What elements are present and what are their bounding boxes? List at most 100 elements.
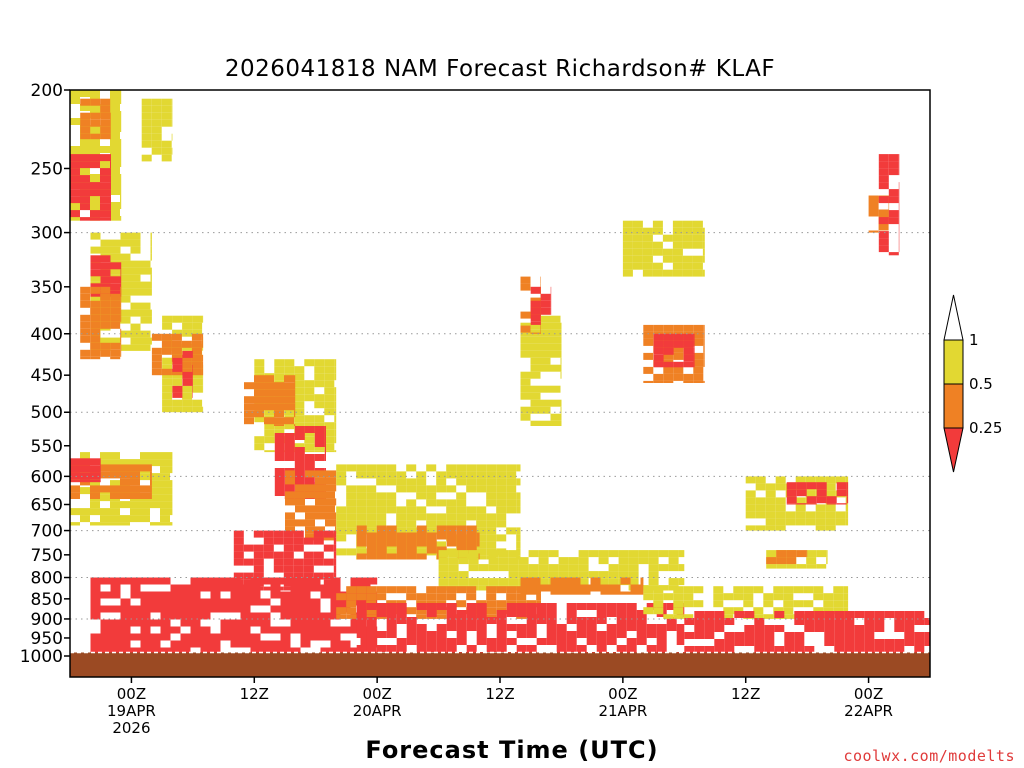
- ri-cell: [333, 537, 337, 545]
- ri-cell: [530, 332, 541, 334]
- ri-region: [786, 482, 849, 505]
- ri-cell: [825, 525, 836, 531]
- ri-cell: [264, 450, 275, 453]
- ri-cell: [180, 591, 191, 599]
- ri-cell: [476, 610, 487, 617]
- ri-cell: [120, 626, 131, 634]
- ri-cell: [376, 464, 387, 472]
- ri-cell: [596, 610, 607, 617]
- ri-cell: [90, 321, 101, 329]
- ri-cell: [90, 182, 100, 190]
- ri-cell: [632, 234, 643, 242]
- ri-cell: [110, 154, 111, 162]
- ri-cell: [334, 408, 337, 416]
- ri-cell: [110, 290, 121, 297]
- ri-cell: [764, 625, 775, 632]
- ri-cell: [141, 105, 152, 113]
- ri-cell: [284, 440, 295, 447]
- ri-cell: [703, 359, 705, 367]
- ri-cell: [314, 394, 325, 402]
- ri-cell: [550, 286, 552, 294]
- ri-cell: [100, 269, 111, 277]
- ri-cell: [653, 333, 664, 341]
- ri-cell: [90, 274, 101, 282]
- ri-cell: [151, 140, 162, 148]
- ri-cell: [250, 633, 261, 641]
- ri-cell: [314, 450, 325, 453]
- ri-cell: [598, 557, 609, 565]
- ri-cell: [150, 316, 152, 324]
- ri-cell: [110, 239, 121, 247]
- ri-cell: [406, 593, 417, 601]
- ri-cell: [703, 352, 705, 360]
- ri-cell: [324, 380, 335, 388]
- ri-cell: [150, 647, 161, 655]
- ri-cell: [330, 605, 341, 613]
- ri-cell: [325, 498, 335, 506]
- ri-cell: [733, 586, 744, 594]
- ri-cell: [192, 392, 193, 398]
- ri-cell: [516, 478, 521, 486]
- ri-cell: [100, 203, 110, 211]
- ri-cell: [578, 550, 589, 558]
- ri-cell: [540, 343, 551, 351]
- ri-cell: [506, 478, 517, 486]
- ri-cell: [320, 633, 331, 641]
- ri-cell: [643, 331, 654, 339]
- ri-cell: [70, 492, 80, 499]
- ri-cell: [100, 515, 110, 523]
- ri-cell: [436, 624, 447, 631]
- ri-cell: [130, 344, 141, 351]
- ri-cell: [824, 639, 835, 646]
- y-tick-label: 350: [31, 278, 63, 298]
- ri-cell: [652, 269, 663, 277]
- ri-cell: [90, 217, 100, 221]
- ri-cell: [90, 161, 100, 169]
- ri-cell: [560, 577, 571, 585]
- ri-cell: [80, 508, 90, 516]
- ri-cell: [673, 366, 684, 374]
- ri-cell: [274, 454, 285, 461]
- ri-cell: [300, 612, 311, 620]
- ri-cell: [200, 598, 211, 606]
- ri-cell: [356, 464, 367, 472]
- ri-cell: [295, 498, 305, 506]
- ri-cell: [775, 497, 786, 505]
- ri-cell: [743, 600, 754, 608]
- ri-cell: [426, 492, 437, 500]
- ri-cell: [192, 406, 203, 413]
- ri-cell: [396, 539, 407, 547]
- ri-cell: [280, 633, 291, 641]
- ri-cell: [666, 624, 677, 631]
- ri-cell: [628, 578, 639, 586]
- ri-cell: [201, 361, 204, 369]
- ri-cell: [295, 519, 305, 527]
- ri-cell: [253, 572, 264, 580]
- ri-cell: [466, 478, 477, 486]
- ri-cell: [80, 167, 90, 174]
- ri-cell: [151, 361, 162, 369]
- ri-cell: [526, 624, 537, 631]
- ri-cell: [864, 618, 875, 625]
- ri-cell: [530, 420, 541, 426]
- ri-cell: [436, 645, 447, 652]
- ri-cell: [356, 471, 367, 479]
- ri-cell: [150, 253, 152, 261]
- ri-cell: [824, 611, 835, 618]
- ri-cell: [295, 484, 305, 492]
- credit-text: coolwx.com/modelts: [843, 747, 1015, 765]
- ri-cell: [530, 371, 541, 379]
- ri-cell: [488, 557, 499, 565]
- ri-cell: [130, 485, 140, 493]
- ri-cell: [366, 539, 377, 547]
- ri-cell: [230, 591, 241, 599]
- ri-cell: [416, 513, 427, 521]
- ri-cell: [346, 464, 357, 472]
- ri-cell: [110, 314, 121, 322]
- ri-cell: [200, 612, 211, 620]
- ri-cell: [141, 119, 152, 127]
- ri-cell: [263, 537, 274, 545]
- ri-cell: [878, 217, 889, 225]
- ri-cell: [356, 586, 367, 594]
- ri-cell: [844, 646, 855, 653]
